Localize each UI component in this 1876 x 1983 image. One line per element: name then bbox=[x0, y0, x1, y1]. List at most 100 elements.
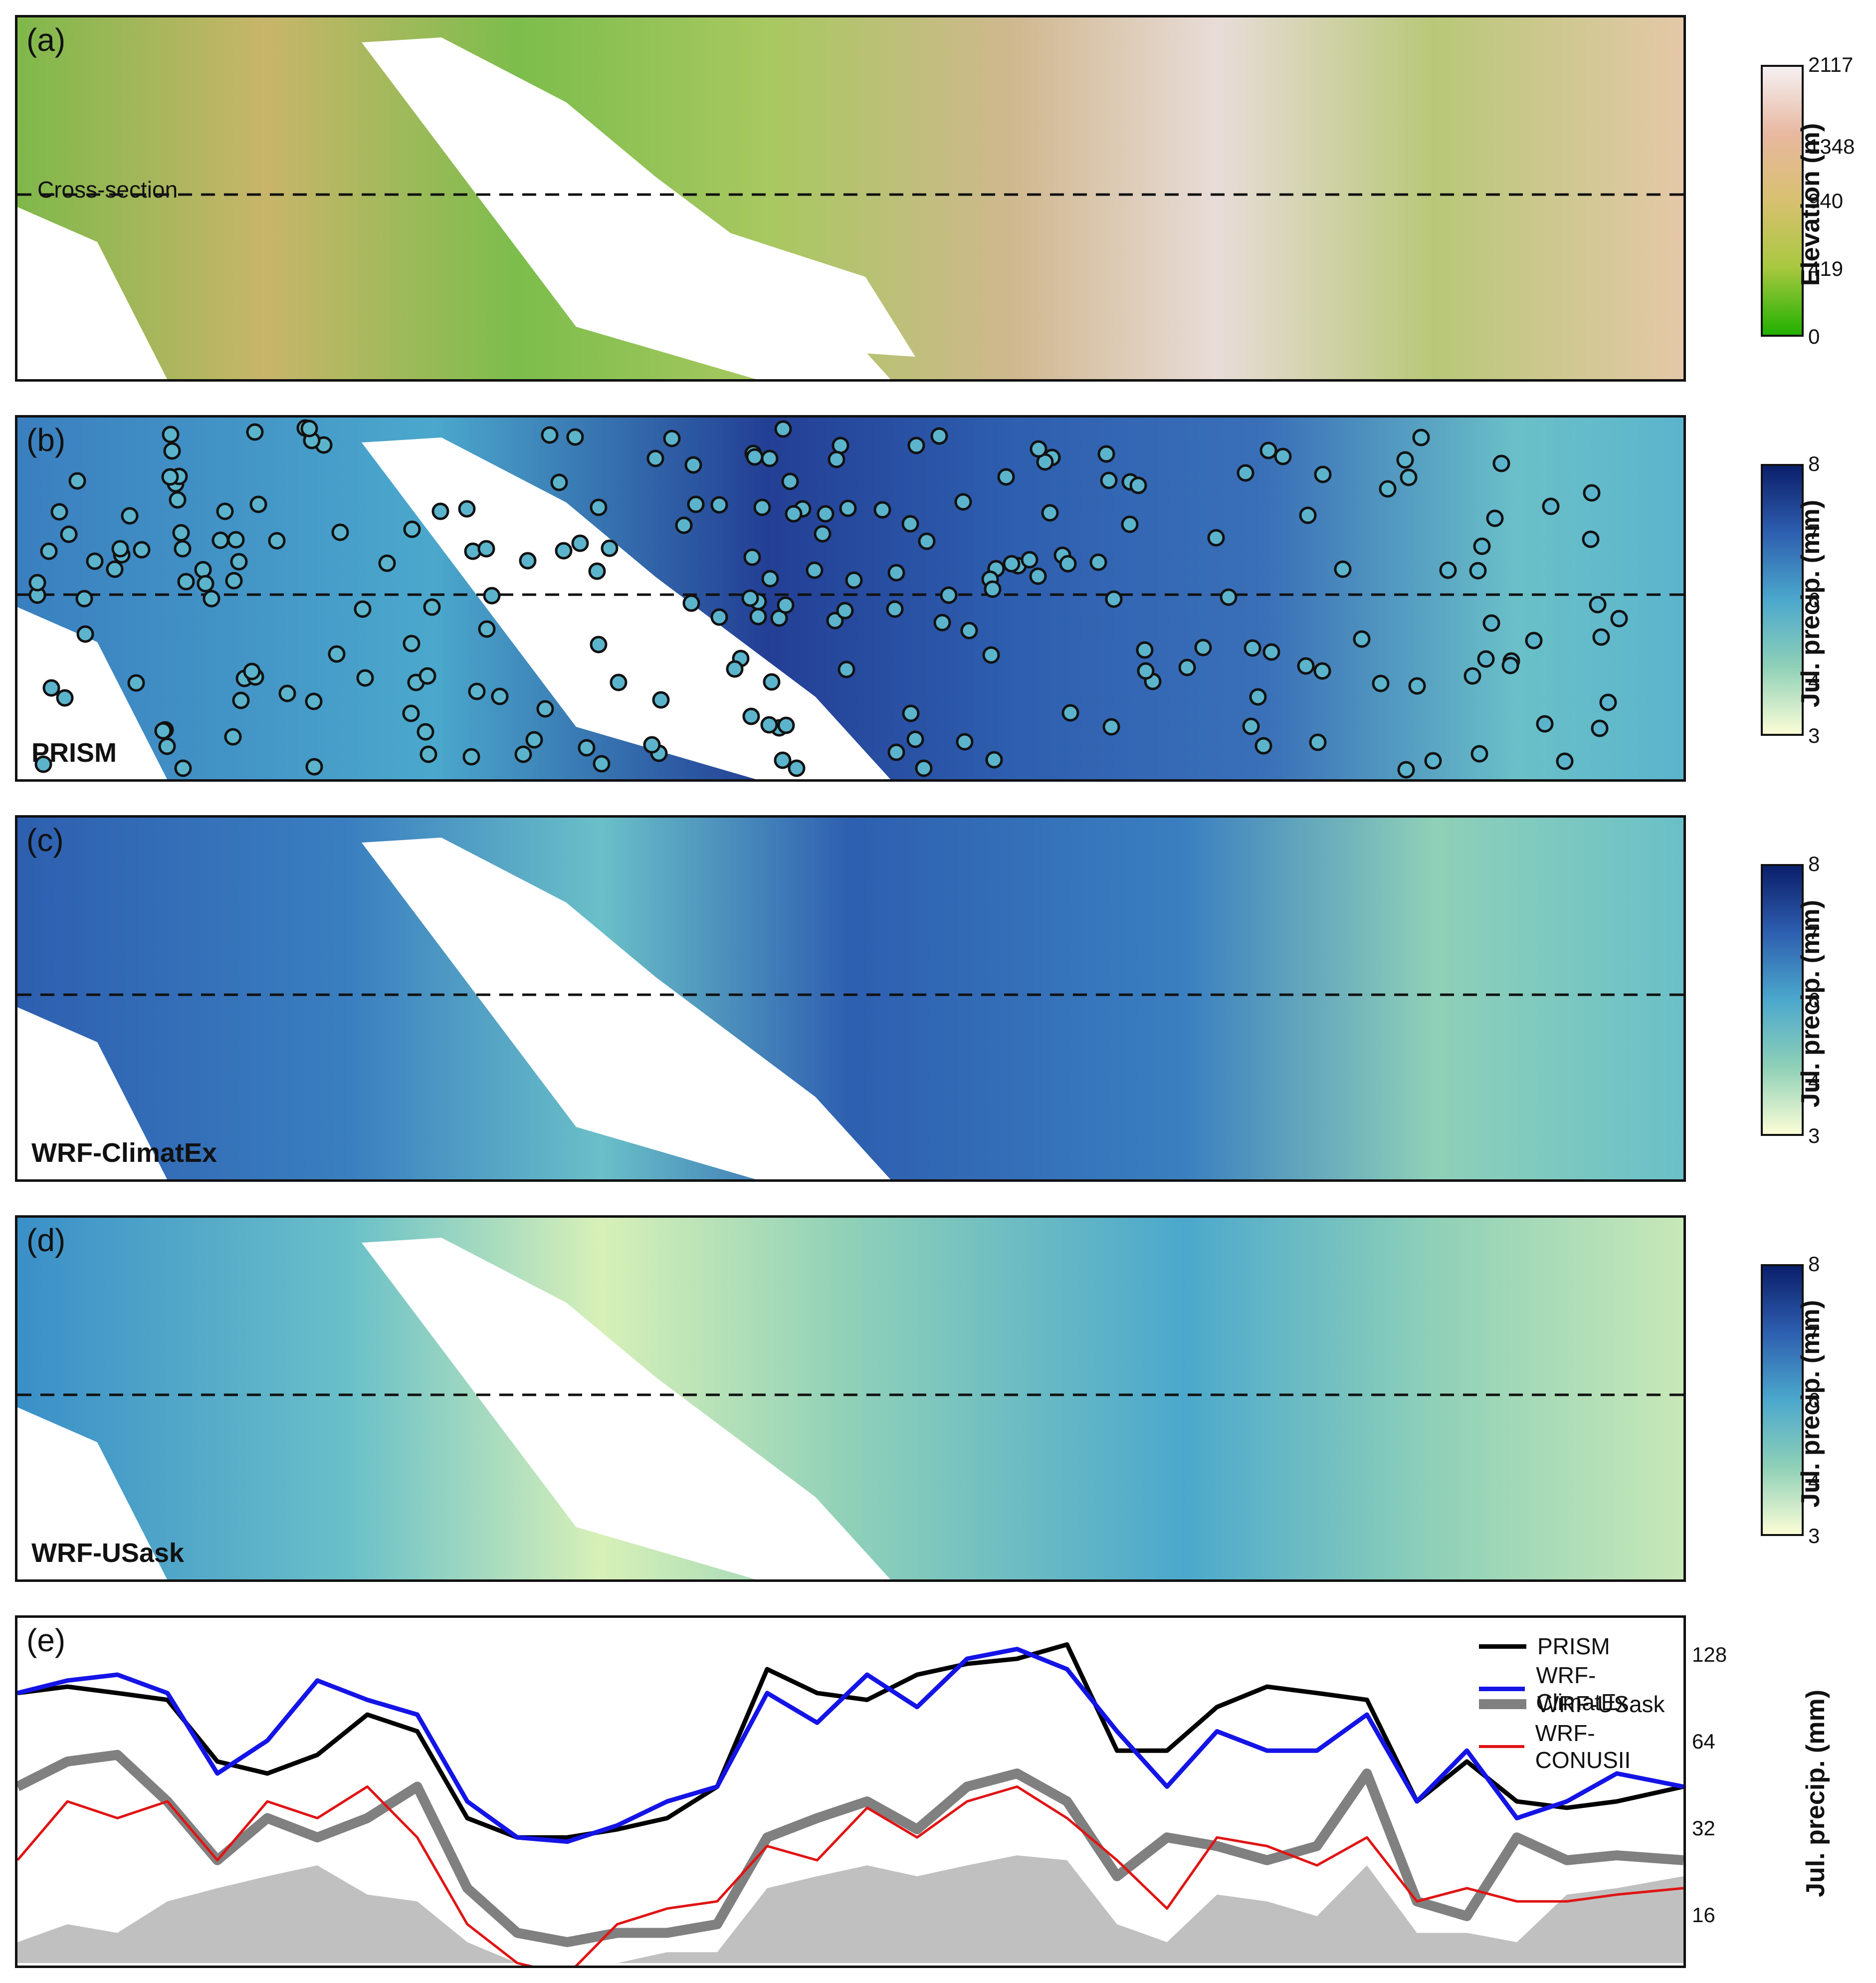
station-marker bbox=[1297, 657, 1315, 675]
station-marker bbox=[836, 602, 854, 620]
chart-y-tick-label: 16 bbox=[1692, 1903, 1715, 1927]
station-marker bbox=[197, 575, 214, 593]
station-marker bbox=[828, 450, 845, 468]
station-marker bbox=[1589, 596, 1607, 614]
chart-y-tick-label: 64 bbox=[1692, 1729, 1715, 1753]
prism-precip-map bbox=[17, 418, 1683, 779]
station-marker bbox=[111, 540, 129, 558]
station-marker bbox=[777, 596, 795, 614]
station-marker bbox=[710, 496, 728, 514]
station-marker bbox=[1536, 715, 1554, 733]
station-marker bbox=[127, 674, 145, 692]
station-marker bbox=[1591, 719, 1609, 737]
station-marker bbox=[227, 531, 245, 549]
station-marker bbox=[541, 426, 559, 444]
station-marker bbox=[1477, 650, 1495, 668]
colorbar-tick-label: 7 bbox=[1808, 520, 1820, 544]
station-marker bbox=[519, 552, 537, 570]
precip-colorbar-d bbox=[1761, 1264, 1804, 1536]
station-marker bbox=[571, 534, 589, 552]
station-marker bbox=[243, 662, 261, 680]
station-marker bbox=[663, 430, 681, 447]
station-marker bbox=[1501, 657, 1519, 674]
station-marker bbox=[28, 574, 46, 592]
station-marker bbox=[1486, 509, 1504, 527]
station-marker bbox=[86, 552, 104, 570]
station-marker bbox=[1220, 588, 1238, 606]
station-marker bbox=[826, 612, 844, 630]
station-marker bbox=[1469, 562, 1487, 580]
station-marker bbox=[710, 608, 728, 626]
station-marker bbox=[1041, 504, 1059, 522]
station-marker bbox=[514, 745, 532, 763]
station-marker bbox=[1379, 480, 1397, 498]
station-marker bbox=[1397, 761, 1415, 779]
station-marker bbox=[954, 493, 972, 511]
station-marker bbox=[984, 580, 1002, 598]
station-marker bbox=[468, 682, 486, 700]
station-marker bbox=[458, 500, 476, 518]
station-marker bbox=[177, 573, 195, 591]
station-marker bbox=[1030, 440, 1047, 458]
station-marker bbox=[478, 620, 496, 638]
station-marker bbox=[1244, 639, 1261, 657]
colorbar-tick-label: 6 bbox=[1808, 988, 1820, 1012]
station-marker bbox=[887, 743, 905, 761]
panel-a-elevation-map: (a) Cross-section bbox=[15, 15, 1686, 382]
station-marker bbox=[174, 759, 192, 777]
station-marker bbox=[814, 525, 832, 543]
station-marker bbox=[590, 498, 608, 516]
station-marker bbox=[1121, 515, 1139, 533]
station-marker bbox=[684, 456, 702, 474]
station-marker bbox=[305, 692, 323, 710]
colorbar-tick-label: 1348 bbox=[1808, 134, 1855, 158]
station-marker bbox=[915, 759, 933, 777]
station-marker bbox=[50, 503, 68, 521]
precip-colorbar-b-label: Jul. precip. (mm) bbox=[1796, 499, 1825, 708]
station-marker bbox=[1242, 717, 1260, 735]
station-marker bbox=[462, 748, 480, 766]
station-marker bbox=[1136, 641, 1154, 659]
chart-y-tick-label: 32 bbox=[1692, 1816, 1715, 1840]
station-marker bbox=[985, 751, 1003, 769]
station-marker bbox=[1137, 662, 1155, 680]
legend-item: WRF-USask bbox=[1479, 1691, 1665, 1718]
station-marker bbox=[161, 468, 179, 486]
station-marker bbox=[550, 473, 568, 491]
station-marker bbox=[1396, 451, 1414, 469]
station-marker bbox=[1061, 704, 1079, 722]
legend-item: WRF-ClimatEx bbox=[1479, 1662, 1683, 1716]
station-marker bbox=[75, 590, 93, 608]
station-marker bbox=[1556, 752, 1574, 770]
station-marker bbox=[1412, 429, 1430, 446]
station-marker bbox=[1400, 468, 1418, 486]
model-label: WRF-ClimatEx bbox=[31, 1138, 217, 1168]
station-marker bbox=[225, 572, 243, 590]
station-marker bbox=[601, 539, 619, 557]
station-marker bbox=[652, 691, 670, 709]
station-marker bbox=[901, 515, 919, 533]
station-marker bbox=[886, 600, 904, 618]
station-marker bbox=[305, 758, 323, 776]
panel-b-prism-map: (b) PRISM bbox=[15, 415, 1686, 782]
colorbar-tick-label: 419 bbox=[1808, 256, 1844, 280]
station-marker bbox=[174, 540, 192, 558]
station-marker bbox=[593, 755, 611, 773]
station-marker bbox=[1262, 643, 1280, 661]
station-marker bbox=[930, 427, 948, 445]
colorbar-tick-label: 4 bbox=[1808, 1070, 1820, 1093]
station-marker bbox=[578, 739, 596, 757]
station-marker bbox=[960, 622, 978, 640]
station-marker bbox=[403, 520, 421, 538]
station-marker bbox=[1259, 441, 1277, 459]
colorbar-tick-label: 940 bbox=[1808, 189, 1844, 213]
station-marker bbox=[741, 589, 759, 607]
station-marker bbox=[1097, 445, 1115, 463]
station-marker bbox=[1334, 560, 1352, 578]
station-marker bbox=[216, 502, 234, 520]
station-marker bbox=[788, 759, 806, 777]
chart-y-axis-label: Jul. precip. (mm) bbox=[1801, 1689, 1830, 1898]
station-marker bbox=[837, 661, 855, 678]
station-marker bbox=[1207, 529, 1225, 547]
station-marker bbox=[1089, 553, 1107, 571]
